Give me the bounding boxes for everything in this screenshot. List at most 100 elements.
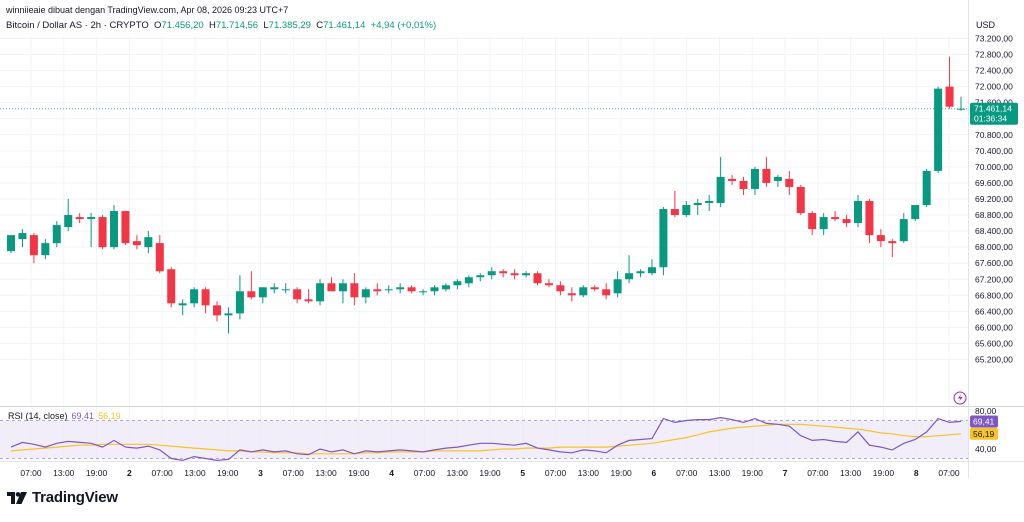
price-tick-label: 72.000,00 <box>975 82 1013 92</box>
time-tick-label: 07:00 <box>938 468 960 478</box>
candle-body[interactable] <box>819 217 828 230</box>
candle-body[interactable] <box>899 219 908 242</box>
candle-body[interactable] <box>121 211 130 244</box>
candle-body[interactable] <box>579 287 588 296</box>
candle-body[interactable] <box>567 293 576 296</box>
candle-body[interactable] <box>773 176 782 181</box>
candle-body[interactable] <box>270 287 279 290</box>
candle-body[interactable] <box>110 211 119 248</box>
candle-body[interactable] <box>785 178 794 187</box>
candle-body[interactable] <box>132 241 141 246</box>
rsi-title: RSI (14, close) <box>8 411 68 421</box>
candle-body[interactable] <box>304 299 313 302</box>
candle-body[interactable] <box>18 233 27 240</box>
candle-body[interactable] <box>64 215 73 228</box>
symbol-label[interactable]: Bitcoin / Dollar AS · 2h · CRYPTO <box>6 20 149 31</box>
candle-body[interactable] <box>350 283 359 298</box>
candle-body[interactable] <box>705 201 714 204</box>
candle-body[interactable] <box>670 209 679 216</box>
candle-body[interactable] <box>258 287 267 298</box>
candle-body[interactable] <box>373 289 382 292</box>
time-tick-label: 07:00 <box>676 468 698 478</box>
candle-body[interactable] <box>293 289 302 300</box>
candle-body[interactable] <box>75 217 84 220</box>
candle-body[interactable] <box>876 235 885 242</box>
candle-body[interactable] <box>544 283 553 286</box>
candle-body[interactable] <box>87 217 96 220</box>
candle-body[interactable] <box>98 217 107 248</box>
candle-body[interactable] <box>762 168 771 183</box>
candle-body[interactable] <box>178 303 187 306</box>
candle-body[interactable] <box>419 291 428 293</box>
candle-body[interactable] <box>144 237 153 248</box>
candle-body[interactable] <box>316 283 325 302</box>
candle-body[interactable] <box>808 213 817 230</box>
candle-body[interactable] <box>281 289 290 291</box>
candle-body[interactable] <box>682 205 691 216</box>
candle-body[interactable] <box>556 285 565 292</box>
candle-body[interactable] <box>41 243 50 256</box>
candle-body[interactable] <box>716 176 725 204</box>
candle-body[interactable] <box>750 168 759 189</box>
high-label: H <box>208 20 216 31</box>
rsi-legend[interactable]: RSI (14, close) 69,41 56,19 <box>8 411 121 421</box>
candle-body[interactable] <box>625 273 634 280</box>
candle-body[interactable] <box>155 243 164 272</box>
candle-body[interactable] <box>499 271 508 274</box>
time-tick-label: 13:00 <box>53 468 75 478</box>
candle-body[interactable] <box>957 108 965 110</box>
candle-body[interactable] <box>853 201 862 224</box>
rsi-line <box>10 416 962 462</box>
candle-body[interactable] <box>647 267 656 274</box>
candle-body[interactable] <box>441 285 450 290</box>
candle-body[interactable] <box>430 287 439 292</box>
open-value: 71.456,20 <box>161 20 204 31</box>
candle-body[interactable] <box>235 291 244 314</box>
candle-body[interactable] <box>888 241 897 244</box>
candle-body[interactable] <box>510 273 519 276</box>
candle-body[interactable] <box>602 289 611 296</box>
candle-body[interactable] <box>590 287 599 290</box>
candle-body[interactable] <box>167 269 176 304</box>
time-tick-label: 13:00 <box>840 468 862 478</box>
time-tick-label: 7 <box>783 468 788 478</box>
candle-body[interactable] <box>396 287 405 290</box>
candle-body[interactable] <box>29 235 38 256</box>
candle-body[interactable] <box>213 305 222 316</box>
time-tick-label: 6 <box>652 468 657 478</box>
candle-body[interactable] <box>659 209 668 268</box>
candle-body[interactable] <box>693 203 702 206</box>
price-tick-label: 68.800,00 <box>975 210 1013 220</box>
brand[interactable]: TradingView <box>7 489 118 506</box>
candle-body[interactable] <box>533 273 542 284</box>
candle-body[interactable] <box>922 170 931 206</box>
candle-body[interactable] <box>739 180 748 189</box>
candle-body[interactable] <box>52 225 61 244</box>
candle-body[interactable] <box>476 275 485 278</box>
candle-body[interactable] <box>327 283 336 292</box>
candle-body[interactable] <box>247 291 256 298</box>
candle-body[interactable] <box>842 219 851 224</box>
candle-body[interactable] <box>338 283 347 292</box>
candle-body[interactable] <box>522 273 531 276</box>
candle-body[interactable] <box>728 178 737 181</box>
candle-body[interactable] <box>384 289 393 291</box>
candle-body[interactable] <box>831 217 840 220</box>
candle-body[interactable] <box>361 289 370 298</box>
candle-body[interactable] <box>224 313 233 316</box>
candle-body[interactable] <box>934 88 943 171</box>
candle-body[interactable] <box>7 235 15 252</box>
candle-body[interactable] <box>201 289 210 306</box>
candle-body[interactable] <box>865 201 874 236</box>
candle-body[interactable] <box>911 205 920 220</box>
candle-body[interactable] <box>407 287 416 292</box>
candle-body[interactable] <box>190 289 199 304</box>
candle-body[interactable] <box>613 279 622 294</box>
candle-body[interactable] <box>453 281 462 286</box>
time-tick-label: 13:00 <box>709 468 731 478</box>
candle-body[interactable] <box>487 271 496 276</box>
candle-body[interactable] <box>464 277 473 284</box>
candle-body[interactable] <box>796 186 805 214</box>
candle-body[interactable] <box>636 271 645 274</box>
candle-body[interactable] <box>945 86 954 107</box>
